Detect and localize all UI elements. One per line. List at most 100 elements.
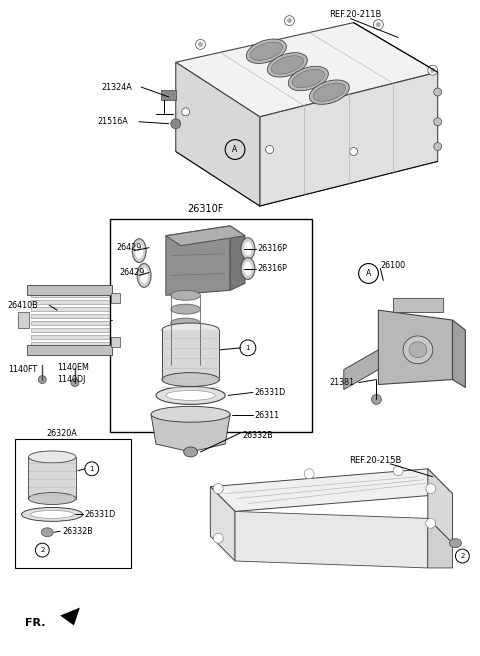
Polygon shape <box>230 226 245 291</box>
Circle shape <box>376 22 381 27</box>
Ellipse shape <box>184 447 197 457</box>
Text: 1: 1 <box>89 466 94 472</box>
Ellipse shape <box>41 528 53 537</box>
Bar <box>110 293 120 303</box>
Circle shape <box>373 20 384 30</box>
Polygon shape <box>176 62 260 206</box>
Ellipse shape <box>171 332 201 342</box>
Text: 2: 2 <box>460 553 465 559</box>
Bar <box>109 219 312 432</box>
Circle shape <box>213 533 223 543</box>
Bar <box>32 335 108 339</box>
Polygon shape <box>210 469 453 512</box>
Circle shape <box>350 148 358 155</box>
Polygon shape <box>60 607 80 625</box>
Ellipse shape <box>28 451 76 463</box>
Bar <box>162 330 219 380</box>
Text: 26429: 26429 <box>117 243 142 252</box>
Circle shape <box>171 119 180 129</box>
Polygon shape <box>260 72 438 206</box>
Ellipse shape <box>288 66 328 91</box>
Bar <box>393 298 443 312</box>
Ellipse shape <box>244 242 252 256</box>
Circle shape <box>434 142 442 150</box>
Circle shape <box>195 39 205 49</box>
Bar <box>27 285 112 295</box>
Text: FR.: FR. <box>24 619 45 628</box>
Text: A: A <box>232 145 238 154</box>
Circle shape <box>430 68 435 73</box>
Ellipse shape <box>162 373 219 386</box>
Bar <box>110 337 120 347</box>
Text: 26320A: 26320A <box>47 428 77 438</box>
Polygon shape <box>344 350 378 390</box>
Text: REF.20-211B: REF.20-211B <box>329 10 381 19</box>
Text: 21516A: 21516A <box>97 117 129 126</box>
Polygon shape <box>151 414 230 452</box>
Ellipse shape <box>403 336 433 363</box>
Ellipse shape <box>135 243 143 258</box>
Ellipse shape <box>171 318 201 328</box>
Ellipse shape <box>292 70 324 88</box>
Circle shape <box>428 65 438 75</box>
Text: 26429: 26429 <box>120 268 145 277</box>
Bar <box>32 307 108 311</box>
Bar <box>32 314 108 318</box>
Polygon shape <box>176 22 438 117</box>
Text: 26332B: 26332B <box>242 430 273 440</box>
Ellipse shape <box>309 80 349 104</box>
Bar <box>32 328 108 332</box>
Text: 21324A: 21324A <box>102 83 132 92</box>
Bar <box>32 293 108 297</box>
Text: 26316P: 26316P <box>258 244 288 253</box>
Text: 1140FT: 1140FT <box>8 365 37 374</box>
Polygon shape <box>378 310 453 384</box>
Polygon shape <box>166 226 245 246</box>
Circle shape <box>372 394 381 404</box>
Ellipse shape <box>450 539 461 548</box>
Text: A: A <box>366 269 371 278</box>
Circle shape <box>426 483 436 493</box>
Text: 21381: 21381 <box>329 378 354 387</box>
Ellipse shape <box>151 406 230 422</box>
Text: 1140DJ: 1140DJ <box>57 375 85 384</box>
Polygon shape <box>166 226 230 295</box>
Text: 26100: 26100 <box>380 261 406 270</box>
Ellipse shape <box>267 52 307 77</box>
Circle shape <box>266 146 274 154</box>
Circle shape <box>393 466 403 476</box>
Ellipse shape <box>171 304 201 314</box>
Text: 26331D: 26331D <box>85 510 116 519</box>
Text: 26311: 26311 <box>255 411 280 420</box>
Polygon shape <box>235 512 428 568</box>
Circle shape <box>182 108 190 116</box>
Bar <box>18 312 29 328</box>
Text: 1: 1 <box>246 345 250 351</box>
Ellipse shape <box>246 39 287 64</box>
Circle shape <box>426 518 436 528</box>
Text: 26410B: 26410B <box>8 300 38 310</box>
Circle shape <box>434 118 442 126</box>
Ellipse shape <box>156 386 225 404</box>
Bar <box>27 345 112 355</box>
Polygon shape <box>453 320 466 388</box>
Ellipse shape <box>132 239 146 262</box>
Ellipse shape <box>171 346 201 356</box>
Circle shape <box>198 42 203 47</box>
Ellipse shape <box>241 258 255 279</box>
Text: 2: 2 <box>40 547 45 553</box>
Ellipse shape <box>313 83 346 101</box>
Circle shape <box>71 379 79 386</box>
Circle shape <box>38 376 46 384</box>
Ellipse shape <box>30 510 74 518</box>
Ellipse shape <box>241 237 255 260</box>
Polygon shape <box>428 518 453 568</box>
Ellipse shape <box>166 390 216 400</box>
Circle shape <box>304 469 314 479</box>
Text: 26331D: 26331D <box>255 388 286 397</box>
Ellipse shape <box>409 342 427 358</box>
Polygon shape <box>210 487 235 561</box>
Bar <box>32 300 108 304</box>
Text: REF.20-215B: REF.20-215B <box>349 457 401 465</box>
Bar <box>28 457 76 499</box>
